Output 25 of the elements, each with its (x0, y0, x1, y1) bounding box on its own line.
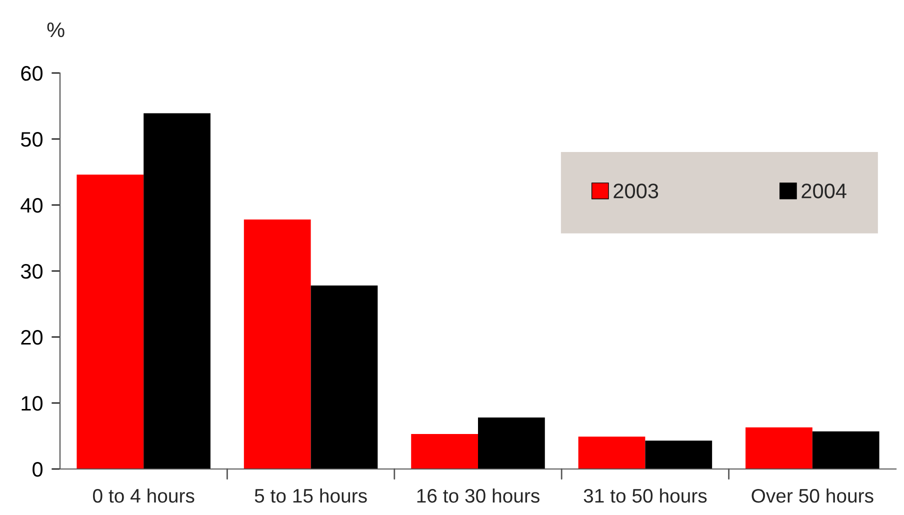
y-axis-title: % (47, 22, 64, 38)
y-tick-label: 10 (22, 396, 43, 411)
y-tick-label: 0 (32, 462, 43, 477)
x-tick-label: Over 50 hours (752, 488, 874, 503)
y-tick-label: 50 (20, 132, 43, 147)
bar (478, 418, 545, 469)
x-tick-label: 16 to 30 hours (417, 488, 540, 503)
y-tick-label: 20 (21, 330, 43, 345)
bar (76, 174, 144, 469)
bar (578, 436, 646, 469)
bar (244, 220, 311, 469)
x-tick-label: 5 to 15 hours (254, 488, 367, 503)
y-tick-label: 30 (20, 264, 43, 279)
y-tick-label: 40 (20, 198, 43, 213)
bar (645, 440, 712, 469)
bar (411, 434, 478, 469)
bar (746, 427, 812, 469)
y-tick-label: 60 (21, 66, 43, 81)
legend-label: 2004 (802, 184, 846, 198)
bar (144, 113, 210, 469)
x-tick-label: 31 to 50 hours (584, 488, 707, 503)
bar (310, 286, 378, 469)
x-tick-label: 0 to 4 hours (93, 488, 194, 503)
bar (812, 431, 880, 469)
legend-label: 2003 (614, 184, 658, 198)
